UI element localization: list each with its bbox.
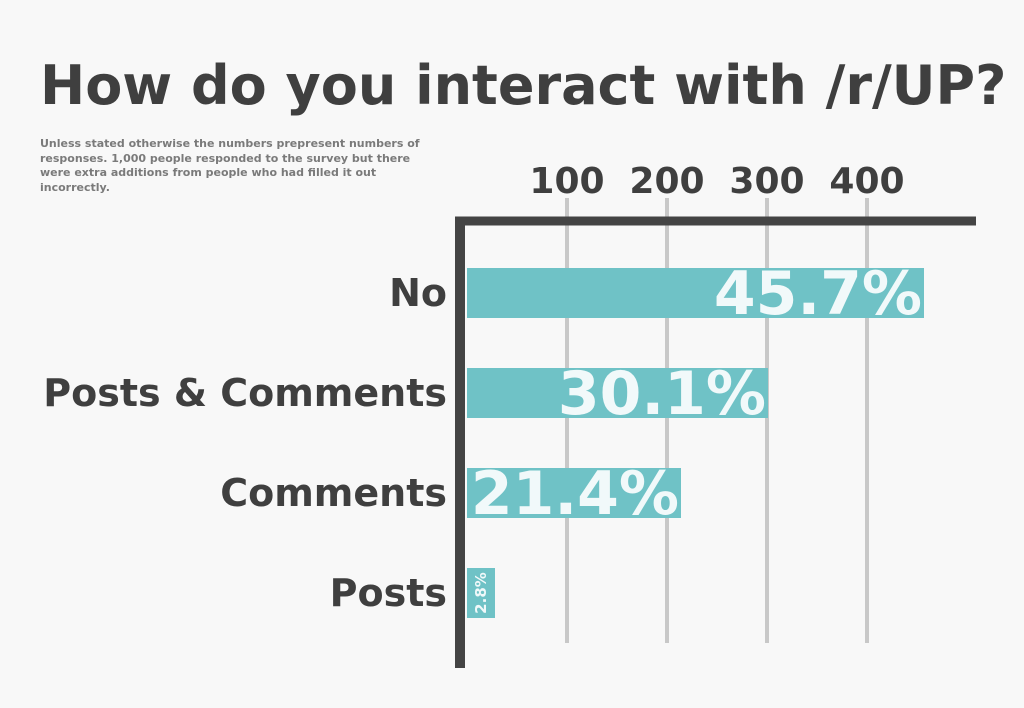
category-label-no: No xyxy=(389,271,447,315)
category-label-posts-comments: Posts & Comments xyxy=(43,371,447,415)
bar-label-posts: 2.8% xyxy=(472,572,490,614)
axes xyxy=(455,216,976,668)
bar-comments xyxy=(467,468,681,518)
tick-labels: 100 200 300 400 xyxy=(529,161,904,202)
bar-label-comments: 21.4% xyxy=(471,459,679,529)
x-tick-label-400: 400 xyxy=(829,161,904,202)
bar-label-no: 45.7% xyxy=(714,259,922,329)
chart-title: How do you interact with /r/UP? xyxy=(40,54,1007,117)
bar-posts xyxy=(467,568,495,618)
bar-labels: 45.7% 30.1% 21.4% 2.8% xyxy=(471,259,922,614)
x-tick-label-100: 100 xyxy=(529,161,604,202)
category-label-comments: Comments xyxy=(220,471,447,515)
bars xyxy=(467,268,924,618)
bar-no xyxy=(467,268,924,318)
x-tick-label-200: 200 xyxy=(629,161,704,202)
category-label-posts: Posts xyxy=(330,571,447,615)
chart-subtitle: Unless stated otherwise the numbers prep… xyxy=(40,137,420,194)
bar-posts-comments xyxy=(467,368,768,418)
category-labels: No Posts & Comments Comments Posts xyxy=(43,271,447,615)
bar-label-posts-comments: 30.1% xyxy=(558,359,766,429)
x-tick-label-300: 300 xyxy=(729,161,804,202)
